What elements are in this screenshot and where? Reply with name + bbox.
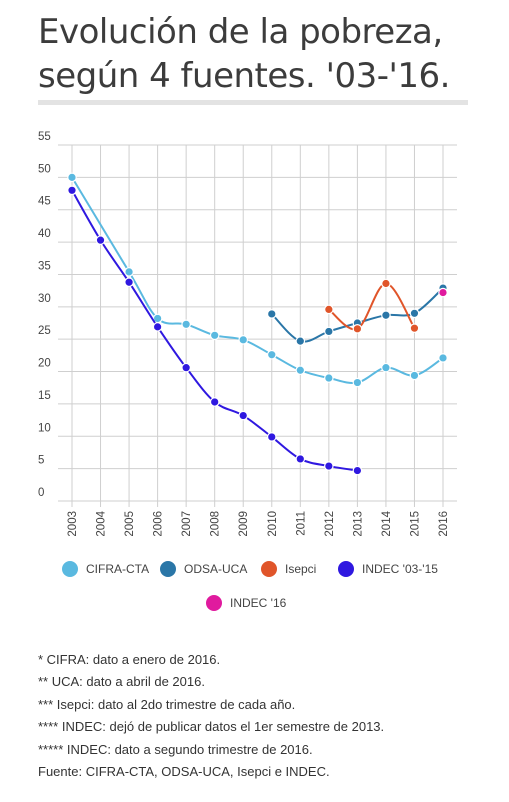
data-point <box>381 278 391 289</box>
y-tick-label: 55 <box>38 131 51 143</box>
data-point <box>381 362 391 373</box>
y-tick-label: 15 <box>38 390 51 402</box>
data-point <box>324 326 334 337</box>
legend-label-indec-16: INDEC '16 <box>230 596 287 610</box>
footnote-indec-2016: ***** INDEC: dato a segundo trimestre de… <box>38 741 313 757</box>
series-line <box>328 282 416 331</box>
series-2 <box>324 278 420 334</box>
x-tick-label: 2006 <box>153 511 165 537</box>
legend-item-indec-03-15[interactable]: INDEC '03-'15 <box>338 561 438 577</box>
legend-item-indec-16[interactable]: INDEC '16 <box>206 595 286 611</box>
series-3 <box>67 185 363 476</box>
data-point <box>238 335 249 345</box>
data-point <box>438 287 448 298</box>
x-tick-label: 2010 <box>267 511 279 537</box>
data-point <box>352 377 363 388</box>
data-point <box>152 322 163 332</box>
series-4 <box>438 287 448 298</box>
data-point <box>438 353 448 363</box>
data-point <box>381 310 391 321</box>
footnote-cifra: * CIFRA: dato a enero de 2016. <box>38 652 221 667</box>
y-tick-label: 20 <box>38 358 51 370</box>
y-tick-label: 0 <box>38 487 44 499</box>
data-point <box>324 461 334 471</box>
x-tick-label: 2009 <box>238 511 250 537</box>
data-point <box>67 172 77 183</box>
legend-item-odsa[interactable]: ODSA-UCA <box>160 561 247 577</box>
data-point <box>324 304 334 315</box>
footnote-isepci: *** Isepci: dato al 2do trimestre de cad… <box>38 696 296 712</box>
x-tick-label: 2008 <box>210 511 222 537</box>
legend-swatch-isepci <box>261 561 277 577</box>
data-point <box>324 373 334 383</box>
data-point <box>409 323 420 333</box>
legend-label-isepci: Isepci <box>285 562 317 576</box>
legend-swatch-odsa <box>160 561 176 577</box>
x-tick-label: 2013 <box>352 511 364 537</box>
legend-label-cifra: CIFRA-CTA <box>86 562 150 576</box>
legend-label-indec-03-15: INDEC '03-'15 <box>362 562 438 576</box>
data-point <box>181 319 191 330</box>
data-point <box>238 410 249 421</box>
y-tick-label: 35 <box>38 260 51 272</box>
legend-swatch-cifra <box>62 561 78 577</box>
data-point <box>209 397 220 407</box>
data-point <box>209 330 220 341</box>
legend-item-isepci[interactable]: Isepci <box>261 561 316 577</box>
x-tick-label: 2003 <box>67 511 79 537</box>
legend-swatch-indec-03-15 <box>338 561 354 577</box>
data-point <box>409 370 420 381</box>
data-point <box>124 267 134 277</box>
data-point <box>181 362 191 373</box>
chart-title-line-2: según 4 fuentes. '03-'16. <box>38 56 450 96</box>
y-tick-label: 10 <box>38 422 51 434</box>
x-tick-label: 2015 <box>409 511 421 537</box>
x-tick-label: 2012 <box>324 511 336 537</box>
data-point <box>352 465 363 476</box>
chart-title-line-1: Evolución de la pobreza, <box>38 12 443 52</box>
x-tick-label: 2007 <box>181 511 193 537</box>
legend-swatch-indec-16 <box>206 595 222 611</box>
y-tick-label: 30 <box>38 293 51 305</box>
data-point <box>295 336 306 346</box>
data-point <box>67 185 77 196</box>
footnote-source: Fuente: CIFRA-CTA, ODSA-UCA, Isepci e IN… <box>38 764 330 780</box>
y-tick-label: 45 <box>38 196 51 208</box>
title-divider <box>38 100 468 105</box>
data-point <box>295 365 306 376</box>
y-tick-label: 40 <box>38 228 51 240</box>
footnote-uca: ** UCA: dato a abril de 2016. <box>38 674 205 690</box>
legend-label-odsa: ODSA-UCA <box>184 562 248 576</box>
data-point <box>95 235 106 245</box>
data-point <box>352 324 363 334</box>
data-point <box>266 349 277 360</box>
y-tick-label: 50 <box>38 163 51 175</box>
x-tick-label: 2005 <box>124 511 136 537</box>
y-tick-label: 25 <box>38 325 51 337</box>
series-0 <box>67 172 448 388</box>
x-tick-label: 2016 <box>438 511 450 537</box>
data-point <box>266 432 277 442</box>
y-tick-label: 5 <box>38 455 44 467</box>
x-tick-label: 2004 <box>96 510 108 536</box>
data-point <box>409 308 420 319</box>
x-tick-label: 2014 <box>381 510 393 536</box>
data-point <box>295 454 306 464</box>
data-point <box>124 277 134 288</box>
chart-title: Evolución de la pobreza, según 4 fuentes… <box>38 10 478 98</box>
footnotes: * CIFRA: dato a enero de 2016. ** UCA: d… <box>38 649 478 783</box>
x-tick-label: 2011 <box>295 511 307 536</box>
line-chart: 0 5 10 15 20 25 30 35 40 45 50 55 2003 2004 2005 2006 20… <box>38 131 457 537</box>
legend-item-cifra[interactable]: CIFRA-CTA <box>62 561 149 577</box>
data-point <box>266 309 277 319</box>
footnote-indec-2013: **** INDEC: dejó de publicar datos el 1e… <box>38 719 385 735</box>
